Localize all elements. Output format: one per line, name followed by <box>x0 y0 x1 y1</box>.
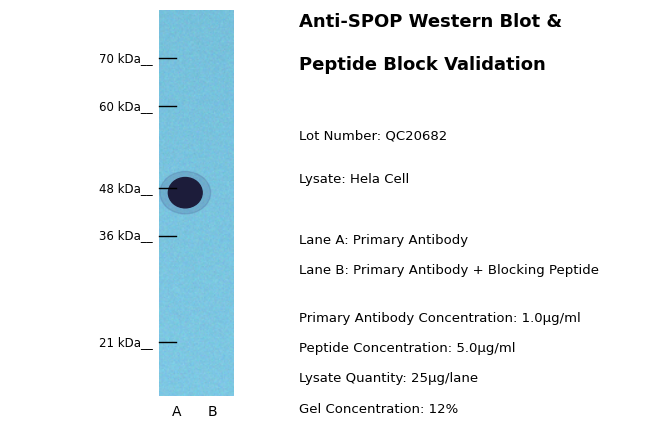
Text: Primary Antibody Concentration: 1.0µg/ml: Primary Antibody Concentration: 1.0µg/ml <box>299 312 580 325</box>
Text: 60 kDa__: 60 kDa__ <box>99 100 153 113</box>
Text: Lane B: Primary Antibody + Blocking Peptide: Lane B: Primary Antibody + Blocking Pept… <box>299 264 599 277</box>
Text: Gel Concentration: 12%: Gel Concentration: 12% <box>299 403 458 416</box>
Text: 48 kDa__: 48 kDa__ <box>99 182 153 195</box>
Text: Anti-SPOP Western Blot &: Anti-SPOP Western Blot & <box>299 13 562 31</box>
Ellipse shape <box>160 171 211 214</box>
Text: Lysate Quantity: 25µg/lane: Lysate Quantity: 25µg/lane <box>299 372 478 385</box>
Ellipse shape <box>168 178 202 208</box>
Text: 21 kDa__: 21 kDa__ <box>99 336 153 349</box>
Text: Lane A: Primary Antibody: Lane A: Primary Antibody <box>299 234 468 247</box>
Text: Peptide Block Validation: Peptide Block Validation <box>299 56 546 74</box>
Text: 36 kDa__: 36 kDa__ <box>99 229 153 242</box>
Text: A: A <box>172 405 181 419</box>
Text: B: B <box>208 405 217 419</box>
Text: Peptide Concentration: 5.0µg/ml: Peptide Concentration: 5.0µg/ml <box>299 342 515 355</box>
Text: Lot Number: QC20682: Lot Number: QC20682 <box>299 130 447 143</box>
Text: Lysate: Hela Cell: Lysate: Hela Cell <box>299 173 410 186</box>
Text: 70 kDa__: 70 kDa__ <box>99 52 153 65</box>
